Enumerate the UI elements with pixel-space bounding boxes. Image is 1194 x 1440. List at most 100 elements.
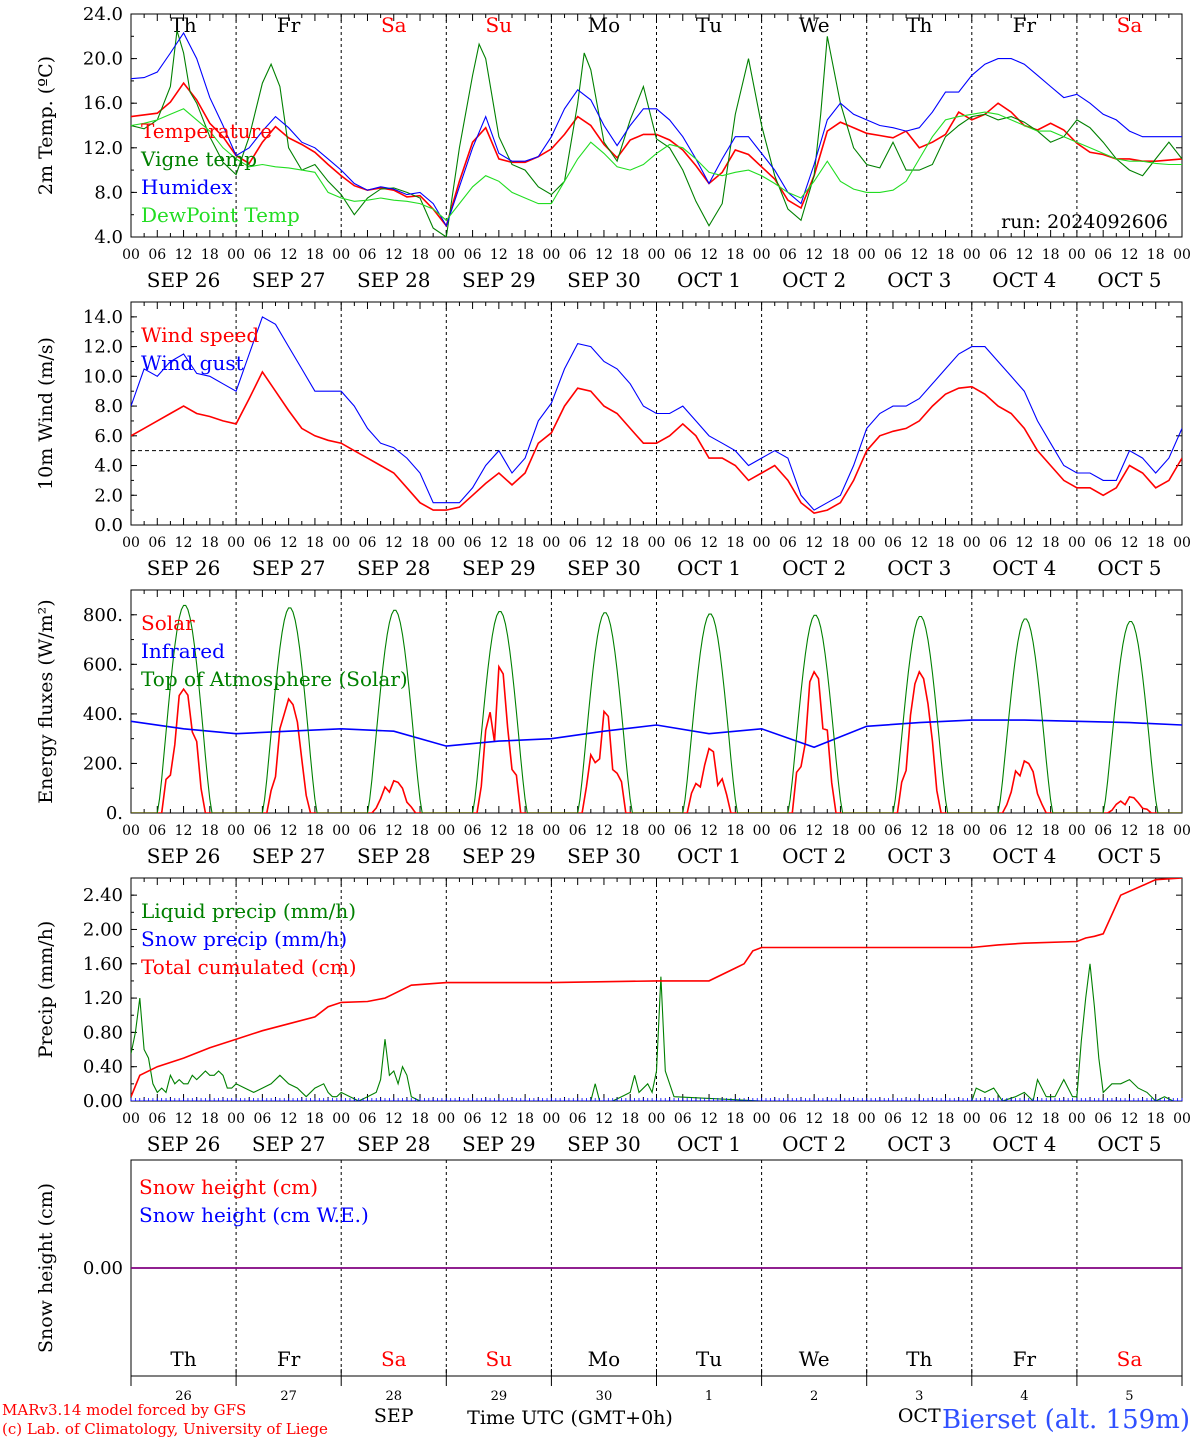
y-tick-label: 0.40 [83, 1057, 123, 1078]
legend-entry: Solar [141, 611, 195, 635]
hour-label: 18 [201, 247, 219, 263]
date-label: SEP 27 [252, 268, 326, 292]
hour-label: 12 [595, 535, 613, 551]
hour-label: 06 [359, 535, 377, 551]
hour-label: 18 [306, 1111, 324, 1127]
hour-label: 12 [1015, 1111, 1033, 1127]
hour-label: 12 [805, 1111, 823, 1127]
hour-label: 18 [937, 823, 955, 839]
hour-label: 12 [805, 535, 823, 551]
weekday-label: Fr [277, 1347, 301, 1371]
hour-label: 12 [1121, 823, 1139, 839]
y-tick-label: 0.00 [83, 1091, 123, 1112]
hour-label: 00 [648, 823, 666, 839]
hour-label: 00 [227, 535, 245, 551]
month-label: SEP [374, 1405, 414, 1427]
hour-label: 12 [175, 535, 193, 551]
weekday-label: We [799, 1347, 830, 1371]
hour-label: 00 [542, 535, 560, 551]
date-label: SEP 28 [357, 1132, 431, 1156]
weekday-label: Mo [588, 13, 621, 37]
hour-label: 18 [516, 535, 534, 551]
hour-label: 06 [884, 535, 902, 551]
hour-label: 12 [280, 247, 298, 263]
series-line-wind-speed [131, 370, 1182, 514]
hour-label: 00 [963, 247, 981, 263]
hour-label: 18 [1042, 1111, 1060, 1127]
hour-label: 18 [306, 247, 324, 263]
date-label: SEP 30 [567, 556, 641, 580]
date-label: OCT 4 [992, 1132, 1056, 1156]
hour-label: 00 [858, 1111, 876, 1127]
hour-label: 12 [1015, 247, 1033, 263]
date-label: SEP 28 [357, 844, 431, 868]
hour-label: 18 [411, 1111, 429, 1127]
hour-label: 12 [595, 1111, 613, 1127]
weekday-label: Fr [1013, 1347, 1037, 1371]
series-group [131, 316, 1182, 514]
weekday-label: Th [170, 1347, 196, 1371]
y-axis-label: 2m Temp. (ºC) [35, 56, 57, 195]
panel-4: 0.00 0.40 0.80 1.20 1.60 2.00 2.40 Precip (mm/h… [35, 877, 1191, 1156]
hour-label: 00 [1068, 1111, 1086, 1127]
y-tick-label: 600. [83, 654, 123, 675]
hour-label: 00 [1068, 823, 1086, 839]
hour-label: 12 [280, 535, 298, 551]
y-tick-label: 12.0 [83, 138, 123, 159]
weekday-label: We [799, 13, 830, 37]
day-number: 1 [705, 1389, 713, 1404]
series-line-wind-gust [131, 316, 1182, 511]
hour-label: 18 [306, 535, 324, 551]
hour-label: 06 [569, 247, 587, 263]
hour-label: 06 [148, 535, 166, 551]
y-tick-label: 4.0 [94, 456, 123, 477]
hour-label: 00 [227, 1111, 245, 1127]
station-label: Bierset (alt. 159m) [942, 1405, 1190, 1435]
hour-label: 12 [1121, 247, 1139, 263]
hour-label: 06 [674, 823, 692, 839]
hour-label: 06 [253, 823, 271, 839]
series-group [131, 878, 1182, 1101]
hour-label: 18 [516, 823, 534, 839]
day-number: 5 [1125, 1389, 1133, 1404]
hour-label: 06 [569, 823, 587, 839]
hour-label: 18 [1147, 823, 1165, 839]
hour-label: 00 [332, 247, 350, 263]
date-label: OCT 2 [782, 268, 846, 292]
hour-label: 06 [779, 247, 797, 263]
date-label: SEP 29 [462, 556, 536, 580]
y-tick-label: 14.0 [83, 307, 123, 328]
legend-entry: Liquid precip (mm/h) [141, 899, 356, 923]
hour-label: 06 [779, 823, 797, 839]
hour-label: 12 [910, 1111, 928, 1127]
hour-label: 00 [753, 535, 771, 551]
hour-label: 06 [989, 823, 1007, 839]
day-number: 30 [596, 1389, 613, 1404]
hour-label: 18 [201, 535, 219, 551]
hour-label: 00 [753, 247, 771, 263]
date-label: SEP 28 [357, 556, 431, 580]
hour-label: 00 [542, 247, 560, 263]
hour-label: 06 [989, 535, 1007, 551]
weekday-label: Su [486, 1347, 513, 1371]
hour-label: 18 [1042, 247, 1060, 263]
y-tick-label: 1.20 [83, 988, 123, 1009]
axis-title: Time UTC (GMT+0h) [467, 1407, 673, 1429]
hour-label: 00 [437, 1111, 455, 1127]
hour-label: 18 [937, 535, 955, 551]
hour-label: 00 [122, 535, 140, 551]
hour-label: 18 [516, 247, 534, 263]
hour-label: 18 [516, 1111, 534, 1127]
date-label: OCT 1 [677, 1132, 741, 1156]
hour-label: 12 [490, 247, 508, 263]
panel-1: 4.0 8.0 12.0 16.0 20.0 24.0 2m Temp. (ºC) 00 06 1… [35, 4, 1191, 292]
y-tick-label: 0. [106, 803, 123, 824]
hour-label: 12 [1015, 823, 1033, 839]
weekday-label: Sa [381, 13, 407, 37]
series-line-infrared [131, 719, 1182, 749]
hour-label: 18 [937, 1111, 955, 1127]
hour-label: 06 [1094, 535, 1112, 551]
y-tick-label: 4.0 [94, 227, 123, 248]
hour-label: 00 [963, 535, 981, 551]
